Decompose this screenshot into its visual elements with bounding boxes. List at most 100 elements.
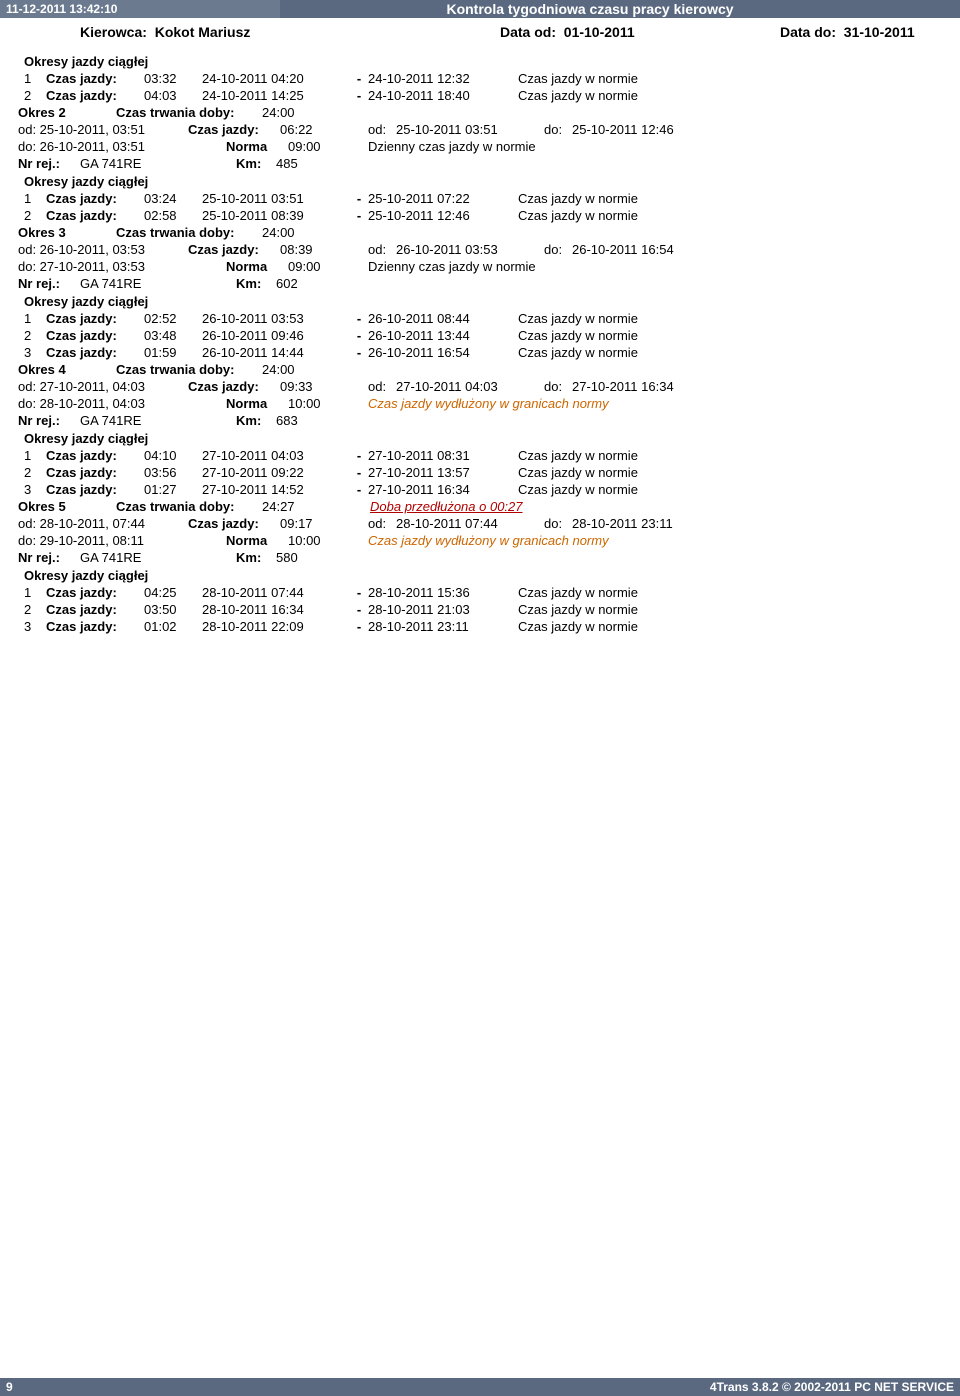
content: Okresy jazdy ciągłej1Czas jazdy:03:3224-… [0, 46, 960, 635]
row-to: 24-10-2011 12:32 [368, 70, 518, 87]
cj-label: Czas jazdy: [188, 378, 280, 395]
reg-line: Nr rej.:GA 741REKm:580 [16, 549, 944, 566]
row-index: 2 [24, 464, 46, 481]
row-dash: - [350, 464, 368, 481]
row-dash: - [350, 70, 368, 87]
do-datetime: do: 27-10-2011, 03:53 [18, 258, 226, 275]
norma-value: 09:00 [288, 258, 368, 275]
doba-extended: Doba przedłużona o 00:27 [370, 498, 523, 515]
drive-row: 1Czas jazdy:04:1027-10-2011 04:03 - 27-1… [16, 447, 944, 464]
row-status: Czas jazdy w normie [518, 70, 638, 87]
row-cj-label: Czas jazdy: [46, 207, 144, 224]
norma-status: Dzienny czas jazdy w normie [368, 138, 536, 155]
cj-value: 09:33 [280, 378, 368, 395]
period-od-line: od: 26-10-2011, 03:53Czas jazdy:08:39od:… [16, 241, 944, 258]
od-label2: od: [368, 241, 396, 258]
row-duration: 01:02 [144, 618, 202, 635]
row-duration: 03:48 [144, 327, 202, 344]
km-value: 580 [276, 549, 298, 566]
row-duration: 03:24 [144, 190, 202, 207]
row-status: Czas jazdy w normie [518, 87, 638, 104]
reg-label: Nr rej.: [18, 412, 80, 429]
date-from-value: 01-10-2011 [564, 24, 635, 40]
norma-status: Dzienny czas jazdy w normie [368, 258, 536, 275]
okresy-title: Okresy jazdy ciągłej [24, 568, 944, 583]
row-from: 24-10-2011 04:20 [202, 70, 350, 87]
row-status: Czas jazdy w normie [518, 618, 638, 635]
row-index: 1 [24, 584, 46, 601]
do-time: 27-10-2011 16:34 [572, 378, 674, 395]
driver-block: Kierowca: Kokot Mariusz [80, 24, 500, 40]
date-to-block: Data do: 31-10-2011 [780, 24, 915, 40]
row-to: 28-10-2011 23:11 [368, 618, 518, 635]
period-number: Okres 4 [18, 361, 116, 378]
row-dash: - [350, 87, 368, 104]
okresy-title: Okresy jazdy ciągłej [24, 294, 944, 309]
od-time: 27-10-2011 04:03 [396, 378, 544, 395]
drive-row: 1Czas jazdy:04:2528-10-2011 07:44 - 28-1… [16, 584, 944, 601]
period-do-line: do: 29-10-2011, 08:11Norma10:00Czas jazd… [16, 532, 944, 549]
header-timestamp: 11-12-2011 13:42:10 [0, 0, 280, 18]
row-to: 27-10-2011 13:57 [368, 464, 518, 481]
do-datetime: do: 26-10-2011, 03:51 [18, 138, 226, 155]
row-from: 27-10-2011 14:52 [202, 481, 350, 498]
norma-label: Norma [226, 258, 288, 275]
do-label2: do: [544, 515, 572, 532]
norma-label: Norma [226, 395, 288, 412]
od-time: 26-10-2011 03:53 [396, 241, 544, 258]
reg-value: GA 741RE [80, 155, 236, 172]
cj-label: Czas jazdy: [188, 241, 280, 258]
row-dash: - [350, 584, 368, 601]
drive-row: 2Czas jazdy:04:0324-10-2011 14:25 - 24-1… [16, 87, 944, 104]
row-dash: - [350, 601, 368, 618]
driver-value: Kokot Mariusz [155, 24, 251, 40]
do-time: 28-10-2011 23:11 [572, 515, 673, 532]
period-od-line: od: 27-10-2011, 04:03Czas jazdy:09:33od:… [16, 378, 944, 395]
row-duration: 02:58 [144, 207, 202, 224]
row-from: 25-10-2011 08:39 [202, 207, 350, 224]
row-dash: - [350, 447, 368, 464]
row-cj-label: Czas jazdy: [46, 70, 144, 87]
ctd-label: Czas trwania doby: [116, 361, 262, 378]
od-time: 28-10-2011 07:44 [396, 515, 544, 532]
period-header: Okres 3Czas trwania doby:24:00 [16, 224, 944, 241]
row-duration: 03:56 [144, 464, 202, 481]
row-index: 1 [24, 70, 46, 87]
cj-value: 08:39 [280, 241, 368, 258]
header-spacer [900, 0, 960, 18]
drive-row: 1Czas jazdy:03:2425-10-2011 03:51 - 25-1… [16, 190, 944, 207]
cj-value: 06:22 [280, 121, 368, 138]
ctd-label: Czas trwania doby: [116, 224, 262, 241]
row-to: 26-10-2011 13:44 [368, 327, 518, 344]
row-index: 1 [24, 447, 46, 464]
row-dash: - [350, 310, 368, 327]
cj-label: Czas jazdy: [188, 515, 280, 532]
row-from: 28-10-2011 22:09 [202, 618, 350, 635]
row-cj-label: Czas jazdy: [46, 481, 144, 498]
km-label: Km: [236, 275, 276, 292]
driver-label: Kierowca: [80, 24, 147, 40]
km-value: 485 [276, 155, 298, 172]
row-cj-label: Czas jazdy: [46, 601, 144, 618]
reg-line: Nr rej.:GA 741REKm:602 [16, 275, 944, 292]
row-dash: - [350, 190, 368, 207]
header-title: Kontrola tygodniowa czasu pracy kierowcy [280, 0, 900, 18]
reg-label: Nr rej.: [18, 549, 80, 566]
period-od-line: od: 28-10-2011, 07:44Czas jazdy:09:17od:… [16, 515, 944, 532]
ctd-label: Czas trwania doby: [116, 498, 262, 515]
cj-label: Czas jazdy: [188, 121, 280, 138]
do-time: 26-10-2011 16:54 [572, 241, 674, 258]
row-duration: 01:59 [144, 344, 202, 361]
footer-page: 9 [6, 1380, 13, 1394]
ctd-value: 24:00 [262, 224, 370, 241]
row-duration: 02:52 [144, 310, 202, 327]
row-to: 24-10-2011 18:40 [368, 87, 518, 104]
row-status: Czas jazdy w normie [518, 464, 638, 481]
norma-status: Czas jazdy wydłużony w granicach normy [368, 395, 609, 412]
reg-line: Nr rej.:GA 741REKm:683 [16, 412, 944, 429]
norma-label: Norma [226, 532, 288, 549]
row-to: 28-10-2011 21:03 [368, 601, 518, 618]
reg-label: Nr rej.: [18, 275, 80, 292]
row-cj-label: Czas jazdy: [46, 190, 144, 207]
od-datetime: od: 25-10-2011, 03:51 [18, 121, 188, 138]
